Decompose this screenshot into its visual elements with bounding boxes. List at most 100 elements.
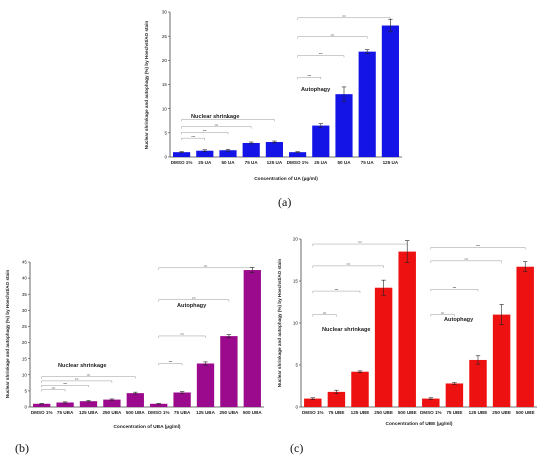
significance-mark: •••	[87, 373, 91, 377]
y-tick-label: 30	[22, 308, 28, 313]
significance-bracket	[181, 126, 252, 129]
significance-bracket	[41, 380, 113, 383]
significance-bracket	[158, 267, 253, 270]
bar	[219, 150, 237, 157]
x-tick-label: 75 UA	[245, 160, 259, 165]
y-tick-label: 20	[293, 237, 299, 242]
significance-mark: •••	[180, 332, 184, 336]
significance-mark: •••	[476, 244, 480, 248]
bar	[126, 393, 144, 407]
bar	[351, 371, 369, 407]
x-tick-label: 125 UBE	[469, 410, 488, 415]
significance-mark: •••	[331, 33, 335, 37]
annotation-autophagy: Autophagy	[444, 317, 474, 323]
annotation-nuclear-shrinkage: Nuclear shrinkage	[58, 363, 107, 369]
x-tick-label: 500 UBA	[126, 410, 146, 415]
significance-bracket	[312, 314, 337, 317]
x-tick-label: DMSO 1%	[171, 160, 193, 165]
significance-bracket	[312, 243, 408, 247]
x-tick-label: 50 UA	[221, 160, 235, 165]
x-tick-label: 50 UA	[337, 160, 351, 165]
significance-mark: •••	[191, 134, 195, 138]
y-tick-label: 5	[24, 388, 27, 393]
y-tick-label: 10	[162, 106, 168, 111]
bar	[304, 398, 322, 407]
significance-mark: •••	[169, 360, 173, 364]
y-tick-label: 45	[22, 260, 28, 265]
annotation-autophagy: Autophagy	[301, 87, 331, 93]
significance-mark: •••	[358, 240, 362, 244]
y-tick-label: 40	[22, 276, 28, 281]
annotation-autophagy: Autophagy	[177, 303, 207, 309]
significance-mark: •••	[464, 257, 468, 261]
x-tick-label: 500 UBA	[243, 410, 263, 415]
x-tick-label: 500 UBE	[398, 410, 417, 415]
significance-bracket	[430, 260, 502, 263]
significance-mark: •••	[323, 311, 327, 315]
bar	[196, 363, 215, 407]
bar	[289, 152, 307, 157]
y-tick-label: 20	[22, 340, 28, 345]
x-tick-label: 25 UA	[314, 160, 328, 165]
significance-bracket	[297, 17, 391, 20]
significance-mark: •••	[319, 52, 323, 56]
y-axis-title: Nuclear shrinkage and autophagy (%) by H…	[5, 270, 10, 399]
bar	[56, 402, 74, 407]
significance-mark: •••	[63, 381, 67, 385]
chart-1: 0 5 10 15 20 25 30 35 40 45 ••• ••• ••• ••• ••• ••• ••• •…	[5, 260, 264, 455]
significance-mark: •••	[335, 287, 339, 291]
x-tick-label: 25 UA	[198, 160, 212, 165]
x-tick-label: 125 UBA	[196, 410, 216, 415]
significance-bracket	[158, 335, 206, 338]
y-tick-label: 5	[164, 130, 167, 135]
bar	[265, 142, 283, 157]
bar	[469, 359, 487, 407]
chart-2: 0 5 10 15 20 ••• ••• ••• ••• ••• ••• ••• ••• DMSO 1% 7…	[277, 237, 537, 455]
annotation-nuclear-shrinkage: Nuclear shrinkage	[191, 114, 240, 120]
significance-bracket	[430, 314, 455, 317]
y-tick-label: 15	[293, 279, 299, 284]
significance-bracket	[181, 137, 206, 141]
significance-mark: •••	[204, 264, 208, 268]
bar	[103, 399, 121, 407]
x-axis-title: Concentration of UBE (µg/ml)	[386, 421, 453, 427]
y-tick-label: 10	[293, 321, 299, 326]
bar	[173, 152, 191, 157]
x-tick-label: 75 UBA	[174, 410, 191, 415]
bar	[422, 398, 440, 407]
significance-bracket	[297, 77, 322, 80]
x-tick-label: 75 UBE	[328, 410, 344, 415]
x-tick-label: 125 UA	[383, 160, 399, 165]
y-tick-label: 25	[22, 324, 28, 329]
significance-mark: •••	[307, 73, 311, 77]
bar	[358, 51, 376, 158]
y-tick-label: 15	[22, 356, 28, 361]
significance-mark: •••	[441, 311, 445, 315]
significance-mark: •••	[52, 386, 56, 390]
significance-mark: •••	[215, 123, 219, 127]
y-tick-label: 35	[22, 292, 28, 297]
significance-bracket	[430, 247, 526, 250]
y-tick-label: 0	[24, 405, 27, 410]
bar	[196, 150, 214, 157]
bar	[33, 403, 51, 407]
x-tick-label: 75 UBA	[57, 410, 74, 415]
bar	[516, 266, 534, 407]
x-tick-label: 250 UBA	[102, 410, 122, 415]
bar	[335, 94, 353, 157]
y-tick-label: 15	[162, 82, 168, 87]
significance-mark: •••	[226, 116, 230, 120]
y-tick-label: 10	[22, 372, 28, 377]
y-axis-title: Nuclear shrinkage and autophagy (%) by H…	[277, 259, 282, 388]
y-tick-label: 5	[295, 363, 298, 368]
significance-mark: •••	[203, 129, 207, 133]
significance-bracket	[297, 36, 368, 39]
significance-bracket	[312, 290, 361, 294]
significance-mark: •••	[453, 286, 457, 290]
bar	[242, 142, 260, 157]
bar	[398, 251, 416, 407]
x-tick-label: DMSO 1%	[302, 410, 324, 415]
panel-label: (a)	[278, 195, 291, 209]
bar	[150, 403, 168, 407]
